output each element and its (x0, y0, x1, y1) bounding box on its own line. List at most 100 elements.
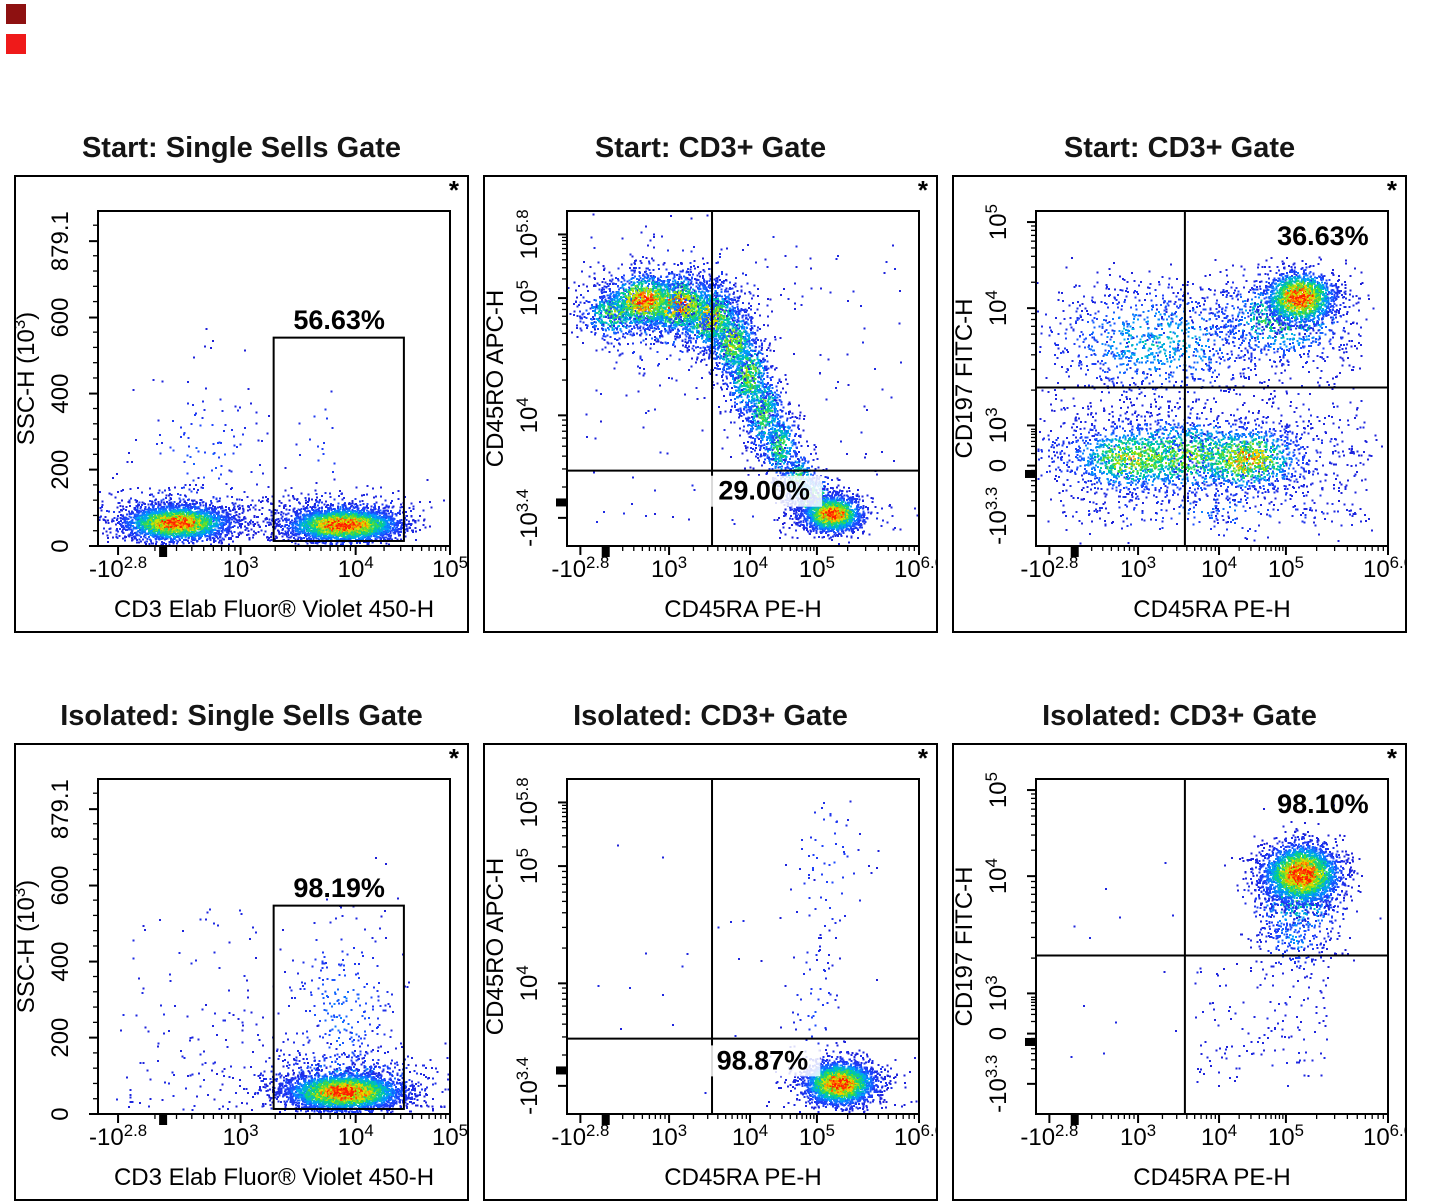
y-tick-label: 400 (47, 374, 74, 414)
x-tick-label: 104 (338, 1121, 374, 1151)
y-tick-label: 0 (47, 539, 74, 552)
plot-frame: -102.8 103 104 105 0 200 400 600 879.1 CD3 Elab F… (14, 175, 469, 633)
panel-isolated-singlets: Isolated: Single Sells Gate -102.8 103 104… (14, 699, 469, 1202)
x-tick-label: 103 (1120, 553, 1156, 583)
x-tick-label: 105 (799, 1121, 835, 1151)
panel-title: Isolated: Single Sells Gate (60, 699, 423, 732)
y-tick-label: 104 (982, 290, 1012, 326)
panel-isolated-cd3-ro-ra: Isolated: CD3+ Gate -102.8 103 104 105 106.6… (483, 699, 938, 1202)
asterisk-annotation: * (917, 742, 928, 773)
axes-overlay: -102.8 103 104 105 106.6 -103.4 104 105 105.8 CD4… (485, 209, 936, 623)
x-tick-label: 104 (1201, 553, 1237, 583)
y-tick-label: 600 (47, 865, 74, 905)
y-tick-label: 104 (513, 397, 543, 433)
y-axis-label: SSC-H (103) (16, 879, 40, 1012)
y-bold-tick (556, 1065, 567, 1074)
y-tick-label: -103.3 (982, 1054, 1012, 1112)
panel-start-cd3-ro-ra: Start: CD3+ Gate -102.8103104105106.6-10… (483, 131, 938, 635)
scatter-density-layer (1036, 778, 1388, 1114)
y-bold-tick (556, 498, 567, 507)
x-axis-label: CD3 Elab Fluor® Violet 450-H (114, 1164, 434, 1191)
x-tick-label: 106.6 (1363, 553, 1405, 583)
percent-label: 98.87% (717, 1045, 809, 1075)
x-tick-label: -102.8 (89, 553, 147, 583)
x-tick-label: 105 (432, 1121, 467, 1151)
y-tick-label: 105 (982, 204, 1012, 240)
y-tick-label: 105 (513, 848, 543, 884)
percent-label-bg (706, 475, 823, 507)
y-tick-label: 400 (47, 941, 74, 981)
y-bold-tick (1025, 1037, 1036, 1046)
x-axis-label: CD3 Elab Fluor® Violet 450-H (114, 596, 434, 623)
percent-label: 36.63% (1277, 221, 1369, 251)
y-axis-label: CD45RO APC-H (485, 290, 509, 467)
plot-frame: -102.8 103 104 105 0 200 400 600 879.1 CD3 Elab F… (14, 742, 469, 1201)
x-axis-label: CD45RA PE-H (664, 1164, 821, 1191)
y-tick-label: 0 (47, 1107, 74, 1120)
y-tick-label: 0 (985, 1026, 1012, 1039)
x-tick-label: 105 (799, 553, 835, 583)
panel-title: Start: Single Sells Gate (81, 132, 402, 164)
x-tick-label: 104 (732, 553, 768, 583)
gate-rect (272, 336, 405, 542)
x-axis-label: CD45RA PE-H (664, 596, 821, 623)
x-tick-label: 105 (432, 553, 467, 583)
panel-start-singlets: Start: Single Sells Gate -102.8 103 104 105… (14, 131, 469, 635)
x-bold-tick (159, 546, 168, 557)
x-tick-label: -102.8 (1020, 1121, 1078, 1151)
x-bold-tick (601, 546, 610, 557)
y-axis-label: CD45RO APC-H (485, 857, 509, 1034)
y-axis-label: CD197 FITC-H (954, 298, 978, 458)
percent-label: 56.63% (293, 305, 385, 335)
plot-frame: -102.8 103 104 105 106.6 -103.4 104 105 105.8 CD4… (483, 175, 938, 633)
axes-overlay: -102.8 103 104 105 106.6 -103.3 0 103 104 105 CD45… (954, 204, 1405, 623)
x-tick-label: 104 (1201, 1121, 1237, 1151)
y-tick-label: 200 (47, 450, 74, 490)
corner-mark-bottom (6, 34, 26, 54)
gate-rect (272, 904, 405, 1110)
y-tick-label: 105 (513, 280, 543, 316)
panel-isolated-cd3-197-ra: Isolated: CD3+ Gate -102.8 103 104 105 106.6… (952, 699, 1407, 1202)
x-tick-label: -102.8 (551, 1121, 609, 1151)
percent-label-bg (704, 1044, 821, 1076)
axes-overlay: -102.8 103 104 105 106.6 -103.3 0 103 104 105 CD45… (954, 772, 1405, 1191)
x-tick-label: -102.8 (1020, 553, 1078, 583)
percent-label: 29.00% (718, 476, 810, 506)
x-tick-label: 103 (1120, 1121, 1156, 1151)
y-tick-label: 103 (982, 407, 1012, 443)
plot-frame-border (566, 210, 920, 547)
x-axis-label: CD45RA PE-H (1133, 596, 1290, 623)
asterisk-annotation: * (448, 742, 459, 773)
plot-frame: -102.8 103 104 105 106.6 -103.3 0 103 104 105 CD45… (952, 175, 1407, 633)
y-tick-label: -103.3 (982, 487, 1012, 545)
plot-frame-border (566, 777, 920, 1115)
y-tick-label: 105.8 (513, 209, 543, 259)
panel-title: Isolated: CD3+ Gate (573, 699, 848, 732)
y-axis-label: SSC-H (103) (16, 312, 40, 445)
y-tick-label: 879.1 (47, 211, 74, 271)
y-tick-label: 0 (985, 459, 1012, 472)
x-tick-label: 104 (338, 553, 374, 583)
asterisk-annotation: * (448, 175, 459, 205)
x-bold-tick (601, 1113, 610, 1125)
panel-title: Isolated: CD3+ Gate (1042, 699, 1317, 732)
plot-frame-border (1035, 210, 1389, 547)
x-tick-label: -102.8 (89, 1121, 147, 1151)
x-bold-tick (1070, 546, 1079, 557)
y-tick-label: 105.8 (513, 777, 543, 827)
y-tick-label: 103 (982, 975, 1012, 1011)
plot-frame: -102.8 103 104 105 106.6 -103.3 0 103 104 105 CD45… (952, 742, 1407, 1201)
plot-frame-border (1035, 777, 1389, 1115)
scatter-density-layer (1036, 211, 1388, 546)
x-tick-label: 103 (223, 1121, 259, 1151)
y-tick-label: 104 (982, 858, 1012, 894)
y-tick-label: 104 (513, 965, 543, 1001)
axes-overlay: -102.8 103 104 105 0 200 400 600 879.1 CD3 Elab F… (16, 777, 467, 1191)
y-tick-label: 600 (47, 298, 74, 338)
y-bold-tick (1025, 469, 1036, 478)
x-axis-label: CD45RA PE-H (1133, 1164, 1290, 1191)
x-tick-label: 106.6 (1363, 1121, 1405, 1151)
y-tick-label: -103.4 (513, 1056, 543, 1114)
x-tick-label: 105 (1268, 1121, 1304, 1151)
